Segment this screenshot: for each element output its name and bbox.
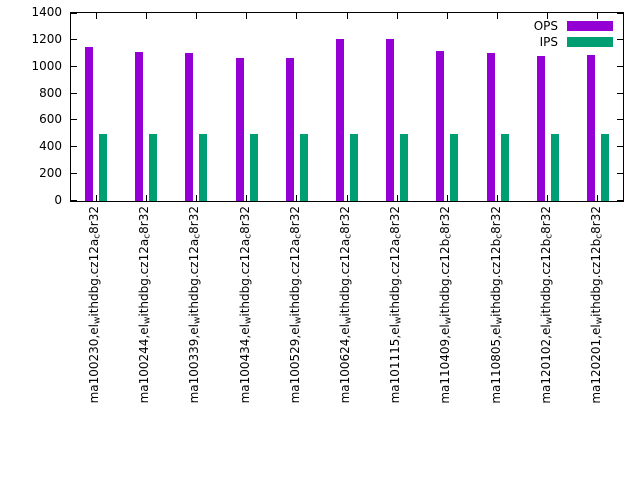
x-tick-label: ma100244,elwithdbg.cz12ac8r32 bbox=[137, 206, 153, 404]
x-tick-mark bbox=[195, 195, 197, 201]
y-tick-mark bbox=[71, 92, 77, 94]
y-tick-mark bbox=[617, 13, 623, 14]
x-tick-mark bbox=[95, 13, 97, 19]
y-tick-label: 0 bbox=[54, 193, 62, 207]
x-tick-mark bbox=[547, 13, 549, 19]
bar-ops bbox=[386, 39, 395, 201]
x-tick-mark bbox=[246, 195, 248, 201]
y-tick-label: 600 bbox=[39, 112, 62, 127]
legend-swatch bbox=[567, 21, 613, 31]
bar-ips bbox=[249, 133, 258, 201]
legend-item: OPS bbox=[534, 18, 613, 34]
x-tick-mark bbox=[547, 195, 549, 201]
legend-item: IPS bbox=[534, 34, 613, 50]
x-tick-mark bbox=[597, 13, 599, 19]
bar-ops bbox=[586, 55, 595, 201]
y-tick-label: 800 bbox=[39, 85, 62, 100]
x-tick-label: ma100624,elwithdbg.cz12ac8r32 bbox=[338, 206, 354, 404]
y-tick-mark bbox=[71, 200, 77, 201]
legend-label: OPS bbox=[533, 19, 558, 33]
y-tick-mark bbox=[617, 92, 623, 94]
bar-ips bbox=[600, 133, 609, 201]
bar-ips bbox=[400, 133, 409, 201]
bar-ips bbox=[149, 133, 158, 201]
x-tick-mark bbox=[145, 195, 147, 201]
x-tick-label: ma120201,elwithdbg.cz12bc8r32 bbox=[588, 206, 605, 404]
x-tick-label: ma120102,elwithdbg.cz12bc8r32 bbox=[538, 206, 555, 404]
bar-ips bbox=[350, 133, 358, 201]
x-tick-mark bbox=[296, 195, 298, 201]
x-tick-label: ma100529,elwithdbg.cz12ac8r32 bbox=[287, 206, 304, 404]
y-tick-mark bbox=[71, 119, 77, 121]
y-tick-mark bbox=[71, 38, 77, 40]
y-tick-label: 1000 bbox=[31, 58, 62, 73]
legend: OPS IPS bbox=[534, 18, 613, 50]
y-tick-mark bbox=[617, 146, 623, 148]
x-tick-label: ma110805,elwithdbg.cz12bc8r32 bbox=[488, 206, 504, 404]
x-tick-label: ma100434,elwithdbg.cz12ac8r32 bbox=[237, 206, 254, 404]
x-tick-label: ma100230,elwithdbg.cz12ac8r32 bbox=[87, 206, 103, 404]
x-tick-mark bbox=[346, 13, 348, 19]
x-tick-mark bbox=[195, 13, 197, 19]
bar-ops bbox=[486, 52, 495, 201]
x-tick-mark bbox=[95, 195, 97, 201]
y-tick-mark bbox=[617, 200, 623, 201]
x-tick-label: ma101115,elwithdbg.cz12ac8r32 bbox=[388, 206, 404, 404]
y-tick-mark bbox=[71, 65, 77, 67]
plot-area: OPS IPS bbox=[70, 12, 624, 202]
y-tick-label: 1400 bbox=[31, 5, 62, 19]
x-tick-mark bbox=[296, 13, 298, 19]
y-tick-mark bbox=[617, 173, 623, 175]
legend-label: IPS bbox=[539, 35, 558, 49]
bar-ips bbox=[550, 133, 559, 201]
y-tick-mark bbox=[617, 65, 623, 67]
y-tick-label: 400 bbox=[39, 139, 62, 154]
x-tick-mark bbox=[497, 13, 499, 19]
x-tick-mark bbox=[145, 13, 147, 19]
x-tick-mark bbox=[446, 13, 448, 19]
x-tick-mark bbox=[597, 195, 599, 201]
y-tick-label: 200 bbox=[39, 166, 62, 181]
y-tick-mark bbox=[71, 173, 77, 175]
x-tick-label: ma100339,elwithdbg.cz12ac8r32 bbox=[187, 206, 203, 404]
x-tick-mark bbox=[346, 195, 348, 201]
bar-ops bbox=[336, 38, 344, 201]
bar-ips bbox=[500, 133, 509, 201]
bar-ops bbox=[135, 51, 144, 201]
bar-ops bbox=[285, 58, 294, 201]
y-tick-mark bbox=[617, 38, 623, 40]
x-tick-mark bbox=[497, 195, 499, 201]
legend-swatch bbox=[567, 37, 613, 47]
bar-ops bbox=[536, 55, 545, 201]
bar-ips bbox=[99, 133, 108, 201]
bar-ops bbox=[85, 46, 94, 201]
y-tick-mark bbox=[71, 13, 77, 14]
bar-ops bbox=[235, 58, 244, 201]
bar-ips bbox=[299, 133, 308, 201]
bar-ips bbox=[450, 133, 459, 201]
bar-ips bbox=[199, 133, 208, 201]
x-tick-mark bbox=[396, 195, 398, 201]
y-tick-mark bbox=[617, 119, 623, 121]
x-tick-mark bbox=[246, 13, 248, 19]
y-tick-mark bbox=[71, 146, 77, 148]
x-tick-label: ma110409,elwithdbg.cz12bc8r32 bbox=[438, 206, 454, 404]
x-tick-mark bbox=[446, 195, 448, 201]
x-tick-mark bbox=[396, 13, 398, 19]
y-tick-label: 1200 bbox=[31, 31, 62, 46]
bar-ops bbox=[436, 51, 445, 201]
bar-ops bbox=[185, 53, 194, 201]
